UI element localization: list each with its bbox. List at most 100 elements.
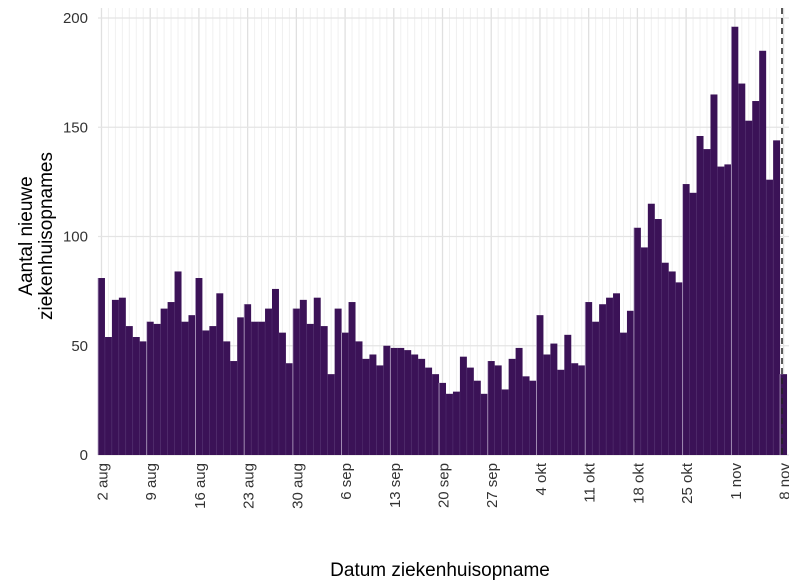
y-tick-label: 50: [71, 338, 88, 355]
bar: [710, 94, 718, 455]
bar: [780, 374, 788, 455]
bar: [306, 323, 314, 455]
bar: [188, 315, 196, 455]
bar: [466, 367, 474, 455]
bar: [160, 308, 168, 455]
bar: [299, 299, 307, 455]
bar: [397, 347, 405, 455]
x-tick-label: 23 aug: [241, 463, 258, 509]
bar: [515, 347, 523, 455]
y-tick-label: 150: [63, 119, 88, 136]
bar: [376, 365, 384, 455]
bar: [237, 317, 245, 455]
bar: [661, 262, 669, 455]
x-tick-label: 1 nov: [728, 463, 745, 500]
x-tick-label: 2 aug: [94, 463, 111, 501]
bar: [167, 302, 175, 455]
bar: [439, 382, 446, 455]
bar: [285, 363, 293, 455]
bar: [139, 341, 147, 455]
y-axis-title: Aantal nieuwe: [16, 176, 37, 295]
bar: [209, 326, 217, 455]
bar: [487, 361, 495, 455]
bar: [501, 389, 509, 455]
bar: [759, 50, 767, 456]
bar: [675, 282, 683, 455]
bar: [640, 247, 648, 455]
bar: [174, 271, 182, 455]
bar: [258, 321, 266, 455]
bar: [571, 363, 579, 455]
bar: [766, 179, 774, 455]
bar: [654, 219, 662, 455]
bar: [292, 308, 300, 455]
bar: [731, 26, 739, 456]
bar: [425, 367, 433, 455]
bar: [745, 120, 753, 455]
x-tick-label: 20 sep: [436, 463, 453, 508]
bar: [313, 297, 321, 455]
y-tick-label: 0: [80, 447, 88, 464]
bar: [320, 326, 328, 455]
bar: [404, 350, 412, 455]
bar: [599, 304, 607, 455]
bar: [585, 302, 593, 455]
bar: [647, 203, 655, 455]
bar: [633, 227, 641, 455]
bar: [473, 380, 481, 455]
bar: [752, 101, 760, 455]
bar: [327, 374, 335, 455]
bar: [578, 365, 586, 455]
bar: [181, 321, 189, 455]
x-tick-label: 11 okt: [582, 462, 599, 503]
bar: [738, 83, 746, 456]
bar: [265, 308, 272, 455]
x-axis-title: Datum ziekenhuisopname: [330, 560, 550, 581]
y-tick-label: 200: [63, 10, 88, 27]
bar: [494, 365, 502, 455]
bar: [146, 321, 154, 455]
bar: [195, 278, 203, 455]
bars: [97, 26, 788, 456]
bar: [459, 356, 467, 455]
bar: [626, 310, 634, 455]
x-tick-label: 18 okt: [630, 462, 647, 504]
bar: [773, 140, 781, 456]
bar: [550, 343, 558, 455]
bar: [272, 288, 279, 455]
bar: [132, 337, 140, 455]
bar: [251, 321, 259, 455]
bar: [668, 271, 676, 455]
bar: [689, 192, 697, 456]
x-tick-label: 6 sep: [338, 463, 355, 500]
bar: [216, 293, 224, 455]
x-tick-label: 27 sep: [484, 463, 501, 508]
bar: [104, 337, 112, 455]
bar: [362, 358, 370, 455]
bar: [230, 361, 238, 455]
bar: [244, 304, 252, 455]
y-axis-title: ziekenhuisopnames: [36, 152, 57, 320]
bar: [480, 393, 488, 455]
bar: [620, 332, 627, 455]
bar: [125, 326, 133, 455]
bar: [418, 358, 426, 455]
bar: [557, 369, 565, 455]
bar: [411, 354, 419, 455]
bar: [613, 293, 620, 455]
bar: [390, 347, 398, 455]
x-tick-label: 16 aug: [192, 463, 209, 509]
bar: [355, 341, 363, 455]
bar: [682, 184, 690, 455]
bar: [383, 345, 391, 455]
bar: [606, 297, 614, 455]
x-tick-label: 25 okt: [679, 462, 696, 504]
bar: [334, 308, 342, 455]
bar: [153, 323, 161, 455]
bar: [341, 332, 349, 455]
x-tick-label: 4 okt: [533, 462, 550, 495]
x-tick-label: 8 nov: [777, 463, 789, 500]
bar: [202, 330, 210, 455]
bar: [348, 302, 356, 455]
